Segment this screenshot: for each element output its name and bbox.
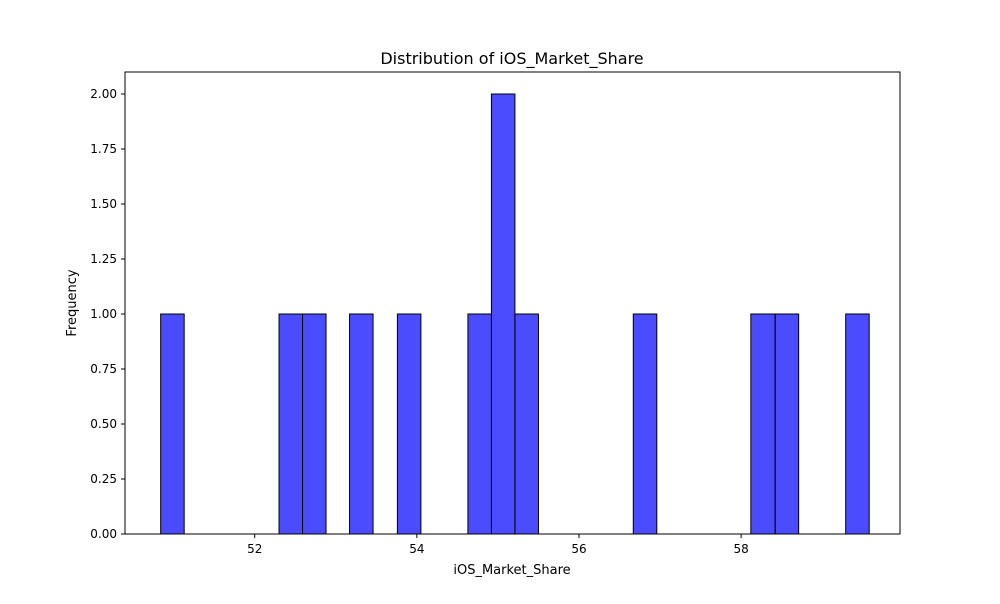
y-tick-label: 0.00	[90, 527, 117, 541]
histogram-bar	[160, 313, 185, 535]
histogram-bar	[750, 313, 776, 535]
x-tick-label: 56	[571, 542, 586, 556]
histogram-bar	[302, 313, 327, 535]
x-axis-label: iOS_Market_Share	[453, 563, 570, 578]
histogram-bar	[490, 93, 516, 535]
y-tick-label: 1.50	[90, 197, 117, 211]
y-tick-label: 0.50	[90, 417, 117, 431]
chart-title: Distribution of iOS_Market_Share	[380, 49, 643, 69]
x-tick-label: 58	[733, 542, 748, 556]
y-tick-label: 0.75	[90, 362, 117, 376]
histogram-bar	[396, 313, 422, 535]
histogram-bar	[278, 313, 304, 535]
histogram-bar	[349, 313, 374, 535]
y-axis-label: Frequency	[65, 269, 80, 336]
histogram-bar	[774, 313, 800, 535]
bars-group	[160, 93, 870, 535]
x-tick-label: 54	[409, 542, 424, 556]
histogram-bar	[467, 313, 492, 535]
y-tick-label: 1.75	[90, 142, 117, 156]
x-tick-label: 52	[247, 542, 262, 556]
plot-area-frame	[124, 71, 901, 535]
histogram-bar	[514, 313, 539, 535]
histogram-bar	[845, 313, 870, 535]
y-tick-label: 1.00	[90, 307, 117, 321]
y-axis-ticks: 0.00 0.25 0.50 0.75 1.00 1.25 1.50 1.75 2.00	[90, 87, 125, 541]
x-axis-ticks: 52 54 56 58	[247, 534, 749, 556]
histogram-bar	[632, 313, 658, 535]
y-tick-label: 0.25	[90, 472, 117, 486]
y-tick-label: 2.00	[90, 87, 117, 101]
y-tick-label: 1.25	[90, 252, 117, 266]
